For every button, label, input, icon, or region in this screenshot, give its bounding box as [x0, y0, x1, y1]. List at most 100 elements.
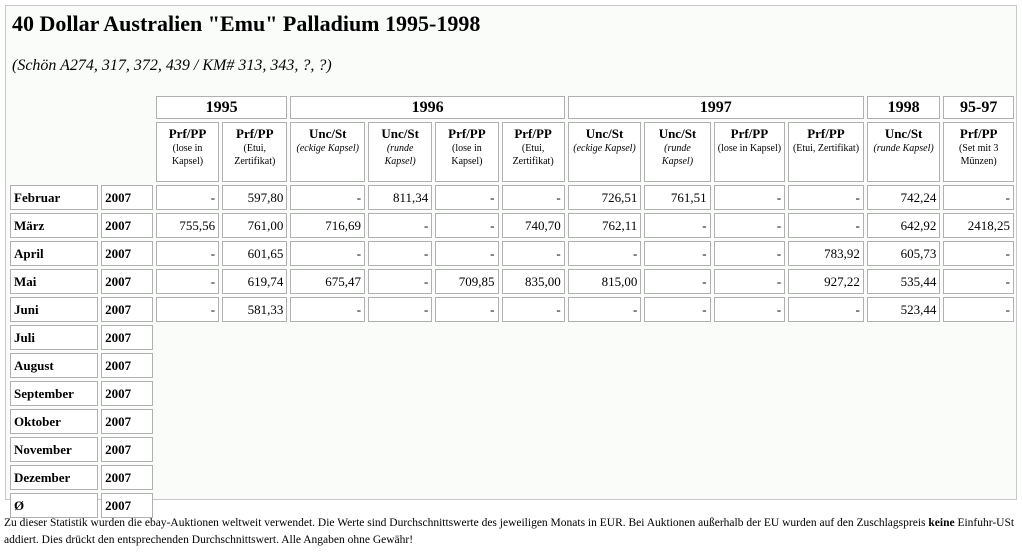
value-cell: - — [713, 297, 786, 322]
grade: Prf/PP — [236, 126, 274, 141]
value-cell: 762,11 — [567, 213, 642, 238]
value-cell: 597,80 — [222, 185, 288, 210]
column-header: Prf/PP (lose in Kapsel) — [713, 122, 786, 182]
value-cell: - — [713, 241, 786, 266]
year-cell: 2007 — [101, 409, 153, 434]
note: (Etui, Zertifikat) — [792, 143, 860, 154]
column-header: Prf/PP (lose in Kapsel) — [155, 122, 220, 182]
value-cell: - — [943, 297, 1014, 322]
value-cell: - — [943, 269, 1014, 294]
value-cell: - — [943, 241, 1014, 266]
column-header: Prf/PP (Etui, Zertifikat) — [222, 122, 288, 182]
grade: Unc/St — [658, 126, 697, 141]
note: (Set mit 3 Münzen) — [958, 143, 999, 167]
value-cell: - — [435, 297, 499, 322]
footer-emphasis: keine — [928, 517, 955, 529]
year-cell: 2007 — [101, 465, 153, 490]
grade: Prf/PP — [168, 126, 207, 141]
value-cell: - — [155, 185, 220, 210]
value-cell: - — [644, 269, 711, 294]
value-cell: - — [713, 269, 786, 294]
value-cell: - — [713, 213, 786, 238]
data-row: April 2007-601,65- - - - - - -783,92 605,73- — [10, 241, 1014, 266]
value-cell: - — [501, 185, 565, 210]
value-cell: 675,47 — [290, 269, 366, 294]
value-cell: - — [155, 297, 220, 322]
value-cell: - — [788, 213, 864, 238]
month-cell: November — [10, 437, 99, 462]
value-cell: - — [713, 185, 786, 210]
price-table: 1995 1996 1997 1998 95-97 Prf/PP (lose in Kaps… — [7, 93, 1017, 521]
value-cell: - — [501, 241, 565, 266]
data-row: Juni 2007-581,33- - - - - - - -523,44- — [10, 297, 1014, 322]
table-body: 1995 1996 1997 1998 95-97 Prf/PP (lose in Kaps… — [10, 96, 1014, 518]
column-header: Prf/PP (Etui, Zertifikat) — [788, 122, 864, 182]
value-cell: - — [644, 241, 711, 266]
data-row: September 2007 — [10, 381, 1014, 406]
value-cell: - — [644, 297, 711, 322]
year-cell: 2007 — [101, 185, 153, 210]
value-cell: - — [290, 185, 366, 210]
note: (runde Kapsel) — [661, 143, 694, 167]
value-cell: - — [567, 241, 642, 266]
year-header: 1998 — [866, 96, 941, 119]
note: (eckige Kapsel) — [296, 143, 359, 154]
column-header: Prf/PP (Etui, Zertifikat) — [501, 122, 565, 182]
note: (Etui, Zertifikat) — [234, 143, 276, 167]
month-cell: Juli — [10, 325, 99, 350]
grade: Prf/PP — [807, 126, 845, 141]
column-header: Prf/PP (lose in Kapsel) — [435, 122, 499, 182]
value-cell: 716,69 — [290, 213, 366, 238]
footer: Zu dieser Statistik wurden die ebay-Aukt… — [4, 515, 1016, 549]
value-cell: - — [290, 297, 366, 322]
data-row: Dezember 2007 — [10, 465, 1014, 490]
note: (eckige Kapsel) — [573, 143, 636, 154]
data-row: Februar 2007-597,80-811,34- -726,51 761,51-… — [10, 185, 1014, 210]
data-row: Ø 2007 — [10, 493, 1014, 518]
value-cell: - — [788, 297, 864, 322]
grade: Prf/PP — [514, 126, 552, 141]
data-row: Juli 2007 — [10, 325, 1014, 350]
year-cell: 2007 — [101, 325, 153, 350]
header-row: 1995 1996 1997 1998 95-97 — [10, 96, 1014, 119]
blank-cell — [10, 122, 98, 182]
year-header: 1997 — [567, 96, 864, 119]
month-cell: Ø — [10, 493, 99, 518]
value-cell: 927,22 — [788, 269, 864, 294]
grade: Unc/St — [585, 126, 624, 141]
column-header: Unc/St (runde Kapsel) — [368, 122, 433, 182]
value-cell: 740,70 — [501, 213, 565, 238]
grade: Unc/St — [308, 126, 347, 141]
subtitle: (Schön A274, 317, 372, 439 / KM# 313, 34… — [12, 57, 332, 74]
value-cell: - — [567, 297, 642, 322]
grade: Unc/St — [381, 126, 419, 141]
value-cell: 619,74 — [222, 269, 288, 294]
value-cell: 642,92 — [866, 213, 941, 238]
data-row: Oktober 2007 — [10, 409, 1014, 434]
value-cell: - — [435, 213, 499, 238]
value-cell: - — [368, 269, 433, 294]
data-row: März 2007 755,56 761,00 716,69- -740,70 762,11… — [10, 213, 1014, 238]
year-cell: 2007 — [101, 493, 153, 518]
year-cell: 2007 — [101, 437, 153, 462]
value-cell: 811,34 — [368, 185, 433, 210]
value-cell: - — [644, 213, 711, 238]
value-cell: - — [435, 241, 499, 266]
month-cell: August — [10, 353, 99, 378]
column-header: Unc/St (runde Kapsel) — [866, 122, 941, 182]
value-cell: 581,33 — [222, 297, 288, 322]
value-cell: 523,44 — [866, 297, 941, 322]
value-cell: - — [435, 185, 499, 210]
year-cell: 2007 — [101, 241, 153, 266]
value-cell: - — [155, 269, 220, 294]
title: 40 Dollar Australien "Emu" Palladium 199… — [12, 11, 481, 36]
year-cell: 2007 — [101, 297, 153, 322]
year-cell: 2007 — [101, 269, 153, 294]
column-header: Unc/St (eckige Kapsel) — [290, 122, 366, 182]
panel: 40 Dollar Australien "Emu" Palladium 199… — [5, 5, 1017, 518]
value-cell: 535,44 — [866, 269, 941, 294]
grade: Prf/PP — [959, 126, 998, 141]
value-cell: 709,85 — [435, 269, 499, 294]
month-cell: April — [10, 241, 99, 266]
month-cell: März — [10, 213, 99, 238]
